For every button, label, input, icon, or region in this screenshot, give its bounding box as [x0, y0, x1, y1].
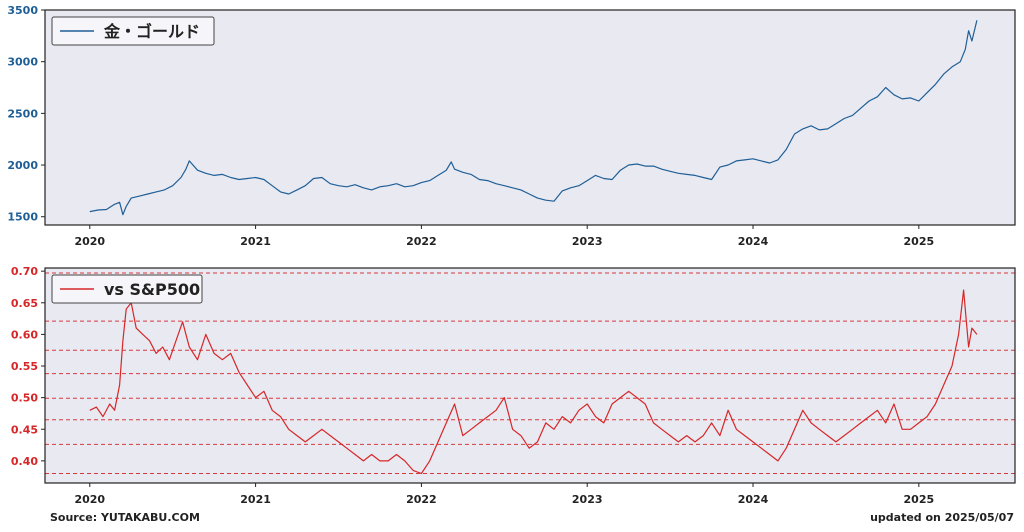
x-tick-label: 2024	[738, 235, 769, 248]
x-tick-label: 2022	[406, 493, 437, 506]
legend: 金・ゴールド	[51, 16, 215, 46]
legend-box	[51, 16, 215, 46]
x-tick-label: 2021	[240, 493, 271, 506]
y-tick-label: 3500	[7, 4, 38, 17]
y-tick-label: 0.55	[11, 360, 38, 373]
legend: vs S&P500	[51, 274, 203, 304]
plot-area	[45, 10, 1015, 225]
x-tick-label: 2021	[240, 235, 271, 248]
legend-box	[51, 274, 203, 304]
x-tick-label: 2020	[74, 235, 105, 248]
source-label: Source: YUTAKABU.COM	[50, 511, 200, 524]
y-tick-label: 1500	[7, 211, 38, 224]
legend-label: vs S&P500	[104, 280, 200, 299]
x-tick-label: 2023	[572, 235, 603, 248]
series-line-ratio	[89, 289, 978, 475]
x-tick-label: 2023	[572, 493, 603, 506]
x-tick-label: 2025	[904, 235, 935, 248]
series-line-gold	[89, 20, 978, 216]
x-tick-label: 2020	[74, 493, 105, 506]
y-tick-label: 0.50	[11, 392, 38, 405]
legend-label: 金・ゴールド	[103, 22, 200, 41]
y-tick-label: 3000	[7, 56, 38, 69]
y-tick-label: 0.65	[11, 297, 38, 310]
y-tick-label: 0.40	[11, 455, 38, 468]
x-tick-label: 2025	[904, 493, 935, 506]
x-tick-label: 2022	[406, 235, 437, 248]
chart-panel-2: 0.40 0.45 0.50 0.55 0.60 0.65 0.70 2020 2021 2022…	[11, 265, 1016, 506]
plot-frame	[44, 9, 1016, 226]
y-tick-label: 2000	[7, 159, 38, 172]
updated-label: updated on 2025/05/07	[870, 511, 1014, 524]
y-tick-label: 2500	[7, 107, 38, 120]
chart-panel-1: 1500 2000 2500 3000 3500 2020 2021 2022 2023 2024…	[7, 4, 1016, 248]
y-tick-label: 0.45	[11, 423, 38, 436]
x-tick-label: 2024	[738, 493, 769, 506]
y-tick-label: 0.70	[11, 265, 38, 278]
plot-frame	[44, 267, 1016, 484]
y-tick-label: 0.60	[11, 328, 38, 341]
